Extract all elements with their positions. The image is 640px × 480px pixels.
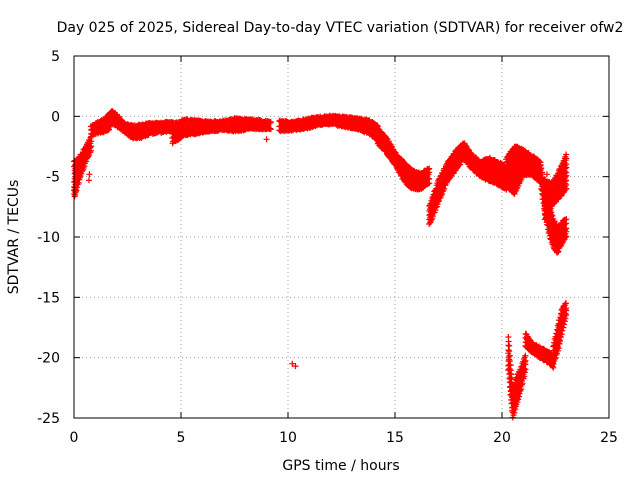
data-point [86, 177, 92, 184]
data-point [267, 125, 274, 132]
data-point [506, 342, 513, 349]
data-point [86, 171, 93, 178]
x-tick-label: 20 [493, 430, 511, 446]
x-axis-label: GPS time / hours [282, 458, 399, 474]
y-tick-label: 0 [51, 109, 60, 125]
x-tick-label: 25 [600, 430, 618, 446]
x-tick-label: 0 [70, 430, 79, 446]
data-point [267, 126, 274, 133]
y-tick-label: -15 [37, 290, 60, 306]
data-point [505, 334, 512, 340]
y-tick-label: 5 [51, 49, 60, 65]
x-tick-label: 10 [279, 430, 297, 446]
y-tick-label: -20 [37, 351, 60, 367]
x-axis-ticks: 0 5 10 15 20 25 [70, 56, 618, 446]
chart-title: Day 025 of 2025, Sidereal Day-to-day VTE… [57, 20, 624, 36]
data-point [263, 136, 270, 143]
data-point [267, 118, 274, 125]
y-tick-label: -25 [37, 411, 60, 427]
grid-vertical [180, 56, 503, 418]
x-tick-label: 15 [386, 430, 404, 446]
x-tick-label: 5 [177, 430, 186, 446]
y-tick-label: -10 [37, 230, 60, 246]
data-series-sdtvar [71, 108, 570, 421]
y-axis-label: SDTVAR / TECUs [6, 180, 22, 295]
y-tick-label: -5 [46, 170, 60, 186]
